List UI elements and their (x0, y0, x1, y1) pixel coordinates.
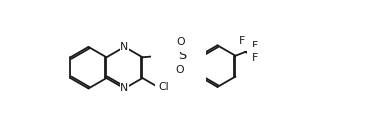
Text: F: F (252, 53, 259, 63)
Text: N: N (120, 83, 129, 93)
Text: O: O (175, 65, 184, 75)
Text: S: S (178, 49, 187, 62)
Text: O: O (177, 37, 185, 47)
Text: Cl: Cl (158, 81, 169, 92)
Text: H: H (160, 48, 168, 58)
Text: F: F (252, 41, 259, 51)
Text: NH: NH (162, 51, 178, 61)
Text: N: N (120, 42, 129, 52)
Text: F: F (238, 36, 245, 46)
